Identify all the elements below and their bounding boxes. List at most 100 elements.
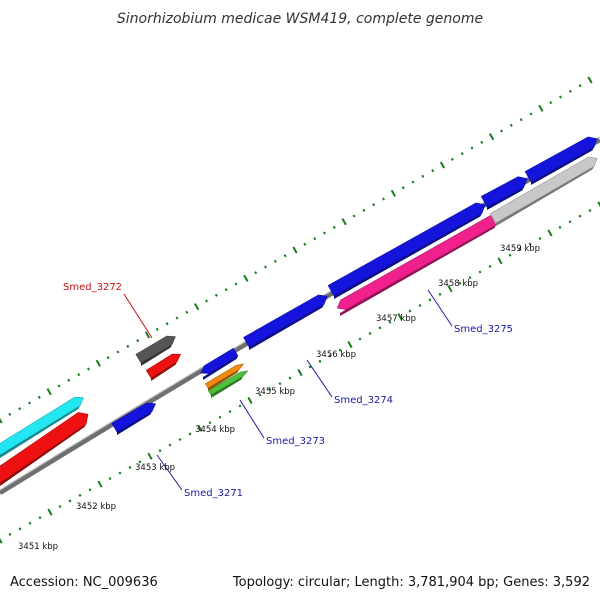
tick-mark [238,404,242,408]
tick-label-3451: 3451 kbp [18,542,58,552]
tick-mark [288,376,292,380]
tick-mark [168,443,172,447]
tick-mark [208,421,212,425]
blue-feature-upper-2-shadow [531,147,594,185]
tick-mark [390,189,396,197]
tick-mark [68,499,72,503]
blue-feature-upper-1 [480,176,528,208]
tick-mark [158,449,162,453]
tick-mark [38,516,42,520]
tick-mark [46,388,52,396]
tick-mark [0,537,3,544]
tick-mark [447,285,453,293]
tick-mark [568,220,572,224]
tick-mark [382,197,385,201]
tick-mark [126,344,130,348]
gene-label-smed-3271: Smed_3271 [184,488,243,499]
gray-feature-3272-shadow [141,344,172,366]
tick-mark [358,337,362,341]
tick-row-outer [0,76,593,424]
green-feature-3273-shadow [211,376,243,398]
tick-mark [372,203,376,207]
tick-mark [450,157,454,161]
tick-mark [488,264,492,268]
tick-mark [388,320,392,324]
blue-feature-upper-1-shadow [487,187,524,210]
tick-mark [185,310,189,314]
tick-mark [308,365,312,369]
tick-mark [108,477,112,481]
tick-mark [57,384,61,388]
tick-mark [138,460,142,464]
tick-mark [188,432,192,436]
tick-mark [155,327,159,331]
gene-label-smed-3274: Smed_3274 [334,395,393,406]
tick-mark [497,257,503,265]
blue-feature-3273 [200,347,239,374]
red-feature-3272-shadow [151,361,178,381]
tick-label-3456: 3456 kbp [316,350,356,360]
tick-mark [95,359,101,367]
tick-mark [165,322,169,326]
tick-label-3455: 3455 kbp [255,387,295,397]
tick-mark [323,231,326,235]
tick-label-3453: 3453 kbp [135,463,175,473]
tick-mark [578,84,582,88]
accession-text: Accession: NC_009636 [10,575,158,590]
tick-mark [18,527,22,531]
tick-label-3454: 3454 kbp [195,425,235,435]
tick-label-3459: 3459 kbp [500,244,540,254]
tick-mark [378,326,382,330]
tick-mark [28,521,32,525]
tick-mark [77,373,81,377]
tick-row-inner [0,201,600,544]
tick-mark [352,214,356,218]
tick-mark [136,339,140,343]
tick-mark [480,140,484,144]
tick-mark [264,265,267,269]
tick-mark [243,274,249,282]
tick-mark [303,242,307,246]
tick-mark [175,316,179,320]
tick-mark [128,465,132,469]
tick-mark [0,417,3,424]
tick-mark [118,471,122,475]
tick-mark [439,161,446,169]
tick-mark [568,89,572,93]
tick-mark [489,133,495,141]
tick-mark [268,387,272,391]
tick-mark [258,393,262,397]
leader-3273 [239,399,265,439]
tick-mark [28,401,31,405]
leader-3274 [306,359,333,398]
tick-mark [470,146,474,150]
tick-mark [578,214,582,218]
blue-feature-large-shadow [334,213,482,299]
gene-label-smed-3272: Smed_3272 [63,282,122,293]
tick-mark [338,348,342,352]
tick-mark [547,229,553,237]
tick-mark [362,208,366,212]
tick-mark [597,201,600,208]
tick-mark [509,123,513,127]
tick-mark [116,350,120,354]
tick-mark [283,254,287,258]
tick-mark [214,293,218,297]
tick-mark [88,488,92,492]
leader-3272 [123,293,153,339]
tick-mark [397,313,403,321]
tick-mark [58,504,62,509]
tick-mark [18,407,22,411]
tick-mark [254,271,258,275]
cyan-feature-shadow [0,405,80,458]
tick-mark [144,331,151,339]
tick-mark [328,354,332,358]
leader-3275 [427,289,453,327]
tick-label-3458: 3458 kbp [438,279,478,289]
tick-mark [332,225,336,229]
tick-mark [313,237,317,241]
tick-mark [8,412,12,416]
tick-mark [411,180,415,184]
tick-mark [228,410,232,414]
